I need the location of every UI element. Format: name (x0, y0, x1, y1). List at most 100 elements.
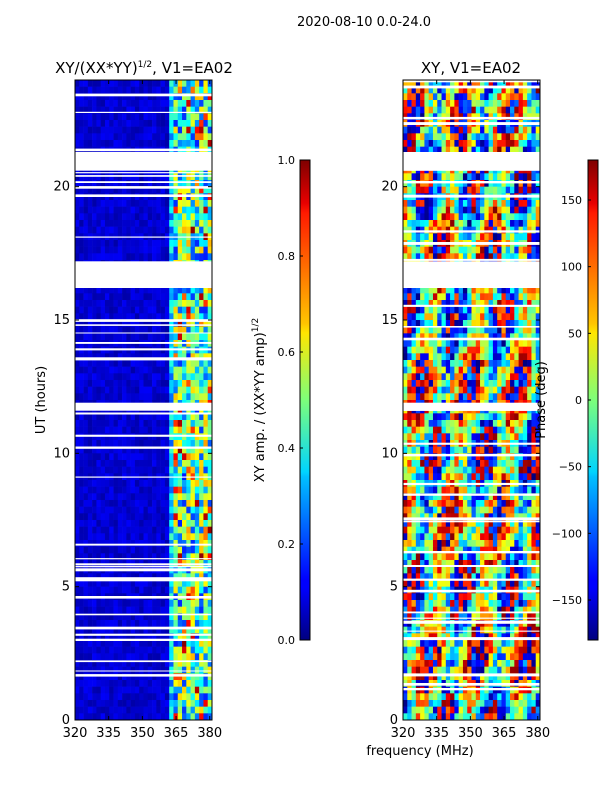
heatmap-cell (199, 86, 204, 94)
heatmap-cell (501, 320, 507, 327)
heatmap-cell (100, 540, 106, 547)
heatmap-cell (169, 606, 174, 614)
flagged-row (75, 446, 212, 449)
heatmap-cell (100, 173, 106, 181)
heatmap-cell (156, 246, 161, 254)
heatmap-cell (424, 113, 429, 121)
heatmap-cell (475, 446, 481, 454)
heatmap-cell (96, 506, 101, 514)
heatmap-cell (522, 126, 528, 134)
heatmap-cell (522, 100, 528, 107)
heatmap-cell (432, 213, 438, 221)
heatmap-cell (104, 373, 110, 381)
heatmap-cell (203, 573, 209, 581)
heatmap-cell (160, 80, 166, 87)
heatmap-cell (87, 240, 93, 247)
heatmap-cell (497, 253, 502, 261)
heatmap-cell (194, 460, 200, 467)
heatmap-cell (428, 133, 434, 141)
heatmap-cell (169, 600, 174, 607)
heatmap-cell (83, 186, 89, 194)
heatmap-cell (505, 346, 511, 354)
heatmap-cell (428, 413, 434, 421)
heatmap-cell (156, 373, 161, 381)
flagged-row (75, 558, 212, 560)
heatmap-cell (164, 240, 170, 247)
heatmap-cell (462, 446, 468, 454)
heatmap-cell (514, 320, 519, 327)
heatmap-cell (488, 353, 494, 361)
heatmap-cell (522, 146, 528, 154)
heatmap-cell (207, 386, 212, 394)
heatmap-cell (514, 326, 519, 334)
flagged-row (75, 565, 212, 568)
heatmap-cell (471, 346, 477, 354)
heatmap-cell (497, 293, 502, 301)
heatmap-cell (100, 633, 106, 641)
heatmap-cell (535, 386, 540, 394)
heatmap-cell (177, 386, 183, 394)
heatmap-cell (527, 86, 532, 94)
heatmap-cell (415, 313, 421, 321)
heatmap-cell (497, 100, 502, 107)
heatmap-cell (87, 253, 93, 261)
heatmap-cell (462, 226, 468, 234)
heatmap-cell (79, 326, 84, 334)
heatmap-cell (156, 553, 161, 561)
heatmap-cell (527, 93, 532, 101)
heatmap-cell (475, 133, 481, 141)
heatmap-cell (126, 460, 131, 467)
heatmap-cell (411, 246, 417, 254)
heatmap-cell (164, 300, 170, 307)
heatmap-cell (160, 586, 166, 594)
heatmap-cell (117, 120, 123, 127)
heatmap-cell (420, 426, 425, 434)
heatmap-cell (143, 466, 149, 474)
heatmap-cell (177, 80, 183, 87)
heatmap-cell (467, 213, 472, 221)
heatmap-cell (139, 140, 144, 147)
heatmap-cell (182, 613, 187, 621)
heatmap-cell (79, 466, 84, 474)
heatmap-cell (488, 126, 494, 134)
heatmap-cell (475, 220, 481, 227)
heatmap-cell (75, 713, 80, 720)
heatmap-cell (109, 106, 114, 114)
heatmap-cell (462, 286, 468, 294)
heatmap-cell (104, 540, 110, 547)
heatmap-cell (199, 213, 204, 221)
heatmap-cell (203, 546, 209, 554)
heatmap-cell (420, 393, 425, 401)
heatmap-cell (87, 380, 93, 387)
heatmap-cell (199, 140, 204, 147)
heatmap-cell (87, 646, 93, 654)
left-colorbar-tick-label: 0.6 (278, 346, 296, 359)
heatmap-cell (194, 366, 200, 374)
heatmap-cell (147, 493, 153, 501)
heatmap-cell (428, 320, 434, 327)
heatmap-cell (514, 213, 519, 221)
heatmap-cell (182, 393, 187, 401)
heatmap-cell (497, 380, 502, 387)
heatmap-cell (480, 126, 485, 134)
heatmap-cell (156, 240, 161, 247)
heatmap-cell (117, 693, 123, 701)
heatmap-cell (458, 133, 464, 141)
heatmap-cell (152, 393, 157, 401)
heatmap-cell (194, 646, 200, 654)
heatmap-cell (450, 386, 455, 394)
flagged-row (75, 660, 212, 663)
heatmap-cell (186, 686, 191, 694)
heatmap-cell (522, 213, 528, 221)
heatmap-cell (87, 140, 93, 147)
heatmap-cell (510, 80, 515, 87)
heatmap-cell (484, 340, 489, 347)
heatmap-cell (467, 86, 472, 94)
heatmap-cell (514, 426, 519, 434)
heatmap-cell (203, 253, 209, 261)
heatmap-cell (518, 300, 524, 307)
heatmap-cell (424, 173, 429, 181)
heatmap-cell (484, 113, 489, 121)
heatmap-cell (96, 460, 101, 467)
heatmap-cell (109, 353, 114, 361)
